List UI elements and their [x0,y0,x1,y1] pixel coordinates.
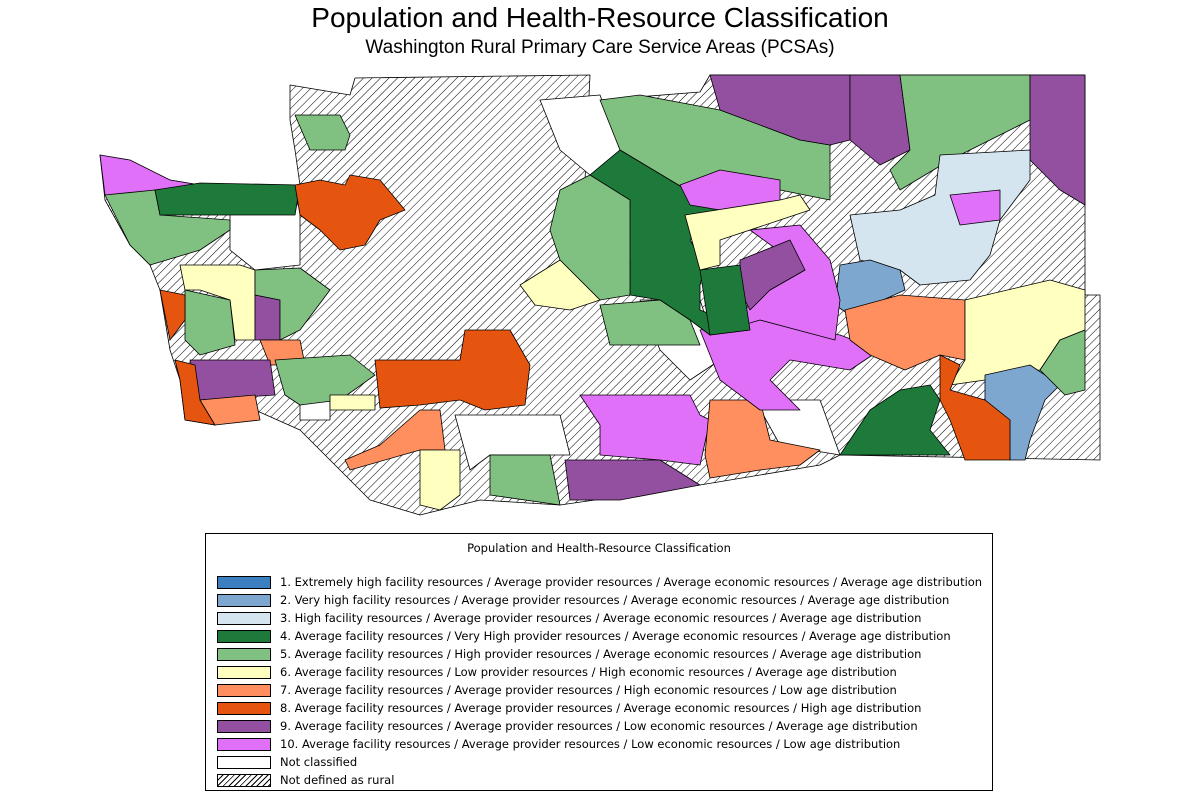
pcsa-region [179,264,256,341]
map-subtitle: Washington Rural Primary Care Service Ar… [365,37,835,58]
legend-swatch [217,737,271,751]
pcsa-region [254,267,331,341]
legend-swatch [217,647,271,661]
pcsa-region [189,359,276,401]
map-title: Population and Health-Resource Classific… [311,2,889,33]
washington-pcsa-map [99,74,1101,516]
legend-label: 8. Average facility resources / Average … [280,701,922,715]
legend-item: Not defined as rural [206,771,992,789]
pcsa-region [419,449,461,511]
legend-label: 2. Very high facility resources / Averag… [280,593,950,607]
legend-label: 5. Average facility resources / High pro… [280,647,922,661]
pcsa-region [849,149,1031,286]
pcsa-region [839,384,951,456]
pcsa-region [949,189,1001,226]
pcsa-region [684,194,811,271]
legend-label: 3. High facility resources / Average pro… [280,611,922,625]
legend-item: 3. High facility resources / Average pro… [206,609,992,627]
legend-item: 7. Average facility resources / Average … [206,681,992,699]
legend-swatch [217,629,271,643]
legend-item: 5. Average facility resources / High pro… [206,645,992,663]
legend-swatch [217,683,271,697]
legend-swatch [217,575,271,589]
legend-item: Not classified [206,753,992,771]
legend-swatch [217,701,271,715]
pcsa-region [489,454,561,506]
legend-item: 4. Average facility resources / Very Hig… [206,627,992,645]
legend-label: 6. Average facility resources / Low prov… [280,665,897,679]
pcsa-region [599,299,701,346]
legend-swatch [217,665,271,679]
pcsa-region [344,409,446,471]
legend-swatch [217,593,271,607]
pcsa-region [849,74,911,166]
pcsa-region [159,289,186,341]
pcsa-region [939,354,1011,461]
legend-swatch [217,719,271,733]
legend-swatch [217,773,271,787]
pcsa-region [564,459,701,501]
legend-item: 8. Average facility resources / Average … [206,699,992,717]
pcsa-region [1039,329,1086,396]
legend-item: 6. Average facility resources / Low prov… [206,663,992,681]
legend-label: 1. Extremely high facility resources / A… [280,575,983,589]
pcsa-region [519,259,601,311]
legend-title: Population and Health-Resource Classific… [467,541,731,555]
pcsa-region [374,329,531,411]
legend-label: 4. Average facility resources / Very Hig… [280,629,951,643]
legend-swatch [217,755,271,769]
legend: Population and Health-Resource Classific… [205,533,993,791]
legend-label: Not classified [280,755,358,769]
pcsa-region [549,174,631,301]
legend-label: 9. Average facility resources / Average … [280,719,918,733]
pcsa-region [579,394,711,466]
pcsa-region [704,399,821,479]
legend-item: 9. Average facility resources / Average … [206,717,992,735]
pcsa-region [329,394,376,411]
pcsa-region [1029,74,1086,206]
legend-label: 7. Average facility resources / Average … [280,683,897,697]
legend-item: 2. Very high facility resources / Averag… [206,591,992,609]
legend-item: 1. Extremely high facility resources / A… [206,573,992,591]
legend-item: 10. Average facility resources / Average… [206,735,992,753]
pcsa-region [699,264,751,336]
legend-label: 10. Average facility resources / Average… [280,737,901,751]
legend-swatch [217,611,271,625]
pcsa-region [294,174,406,251]
legend-label: Not defined as rural [280,773,395,787]
pcsa-region [184,289,236,356]
pcsa-region [199,394,261,426]
pcsa-region [154,182,301,216]
pcsa-region [254,294,281,341]
pcsa-region [294,114,351,151]
